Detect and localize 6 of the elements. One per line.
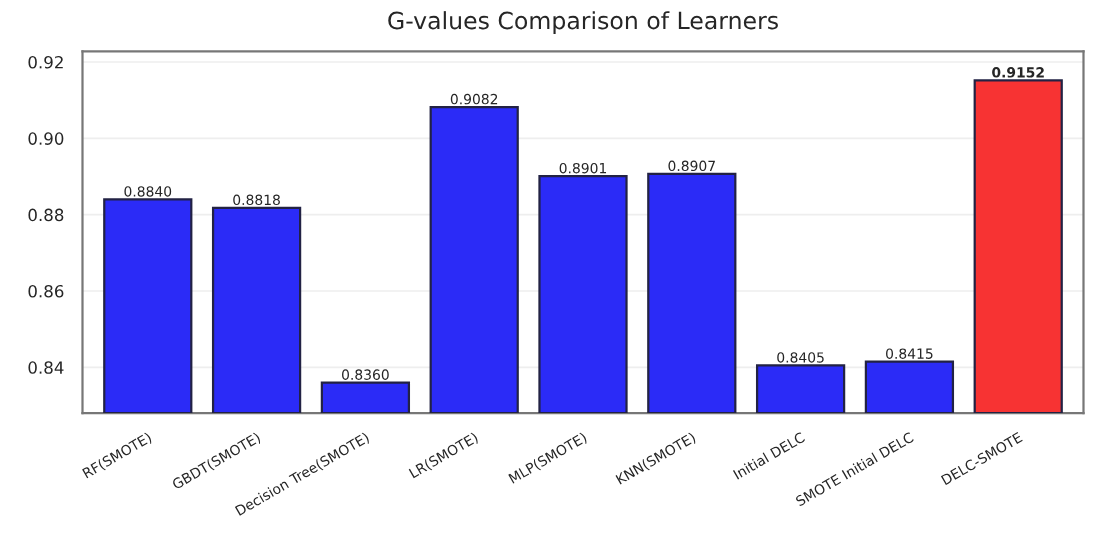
y-tick-label: 0.86 (28, 284, 64, 298)
y-tick-label: 0.90 (28, 132, 64, 145)
y-tick-label: 0.84 (28, 361, 64, 374)
y-tick-label: 0.88 (28, 208, 64, 222)
chart-title: G-values Comparison of Learners (388, 11, 778, 34)
y-tick-label: 0.92 (28, 55, 63, 69)
